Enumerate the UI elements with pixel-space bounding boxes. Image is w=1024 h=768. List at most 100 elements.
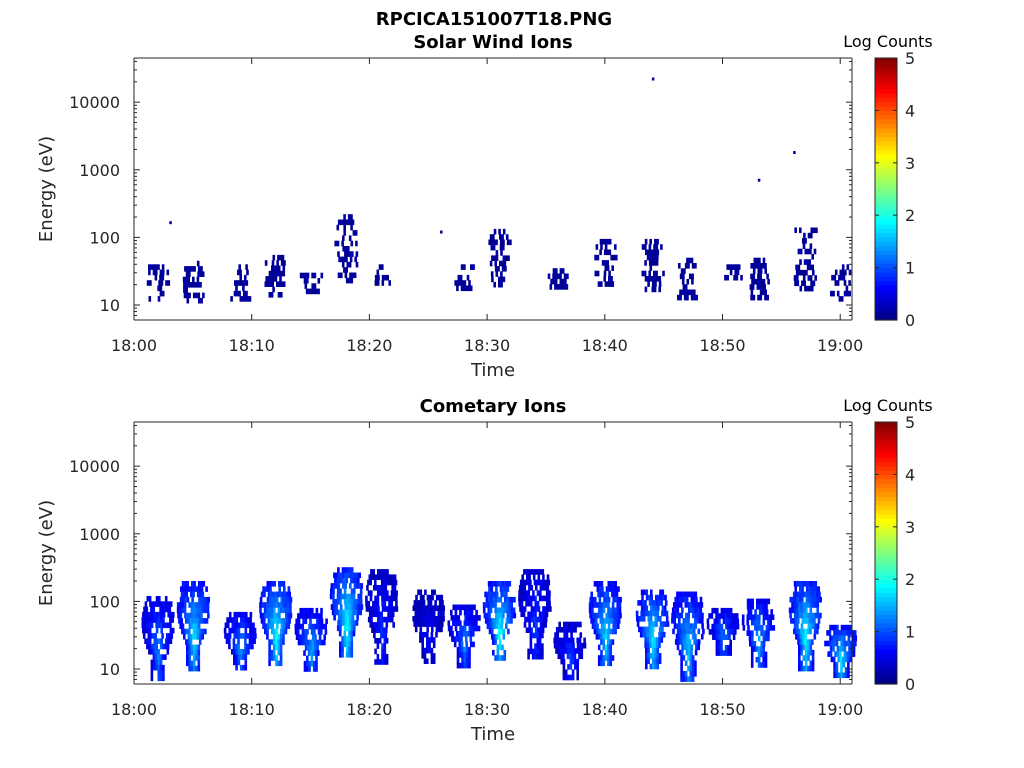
heatmap-cell xyxy=(336,609,339,616)
heatmap-cell xyxy=(357,609,360,616)
heatmap-cell xyxy=(224,622,228,629)
heatmap-cell xyxy=(604,618,607,624)
heatmap-cell xyxy=(419,616,422,622)
heatmap-cell xyxy=(689,591,693,598)
heatmap-cell xyxy=(440,616,443,622)
heatmap-cell xyxy=(607,628,610,635)
heatmap-cell xyxy=(477,625,481,632)
heatmap-cell xyxy=(735,264,739,270)
heatmap-cell xyxy=(596,581,599,587)
heatmap-cell xyxy=(794,596,797,603)
heatmap-cell xyxy=(541,643,544,649)
heatmap-cell xyxy=(383,643,387,649)
heatmap-cell xyxy=(673,612,677,619)
heatmap-cell xyxy=(162,664,165,671)
heatmap-cell xyxy=(413,621,416,627)
heatmap-cell xyxy=(304,645,308,651)
heatmap-cell xyxy=(750,294,753,301)
heatmap-cell xyxy=(273,596,277,603)
heatmap-cell xyxy=(148,638,152,644)
heatmap-cell xyxy=(717,613,721,619)
heatmap-cell xyxy=(813,634,817,640)
heatmap-cell xyxy=(239,274,242,281)
heatmap-cell xyxy=(166,269,170,276)
heatmap-cell xyxy=(504,266,507,272)
heatmap-cell xyxy=(289,612,293,619)
heatmap-cell xyxy=(752,268,756,274)
heatmap-cell xyxy=(804,665,808,672)
heatmap-cell xyxy=(651,642,654,649)
heatmap-cell xyxy=(206,602,210,608)
heatmap-cell xyxy=(420,600,424,606)
heatmap-cell xyxy=(729,629,732,635)
heatmap-cell xyxy=(679,596,682,603)
heatmap-cell xyxy=(796,581,799,587)
colorbar-segment xyxy=(875,430,897,436)
heatmap-cell xyxy=(604,281,608,287)
heatmap-cell xyxy=(651,631,654,638)
heatmap-cell xyxy=(814,581,818,587)
heatmap-cell xyxy=(157,654,160,660)
heatmap-cell xyxy=(430,658,434,664)
heatmap-cell xyxy=(192,628,196,635)
heatmap-cell xyxy=(501,266,505,272)
heatmap-cell xyxy=(196,634,200,640)
heatmap-cell xyxy=(506,586,510,592)
heatmap-cell xyxy=(277,644,281,651)
heatmap-cell xyxy=(269,596,272,603)
heatmap-cell xyxy=(421,605,425,611)
heatmap-cell xyxy=(323,634,326,640)
heatmap-cell xyxy=(717,650,721,656)
heatmap-cell xyxy=(164,622,168,629)
colorbar-segment xyxy=(875,84,897,90)
heatmap-cell xyxy=(690,289,694,296)
heatmap-cell xyxy=(184,266,187,272)
heatmap-cell xyxy=(264,586,268,592)
heatmap-cell xyxy=(299,613,302,619)
heatmap-cell xyxy=(535,616,539,623)
heatmap-cell xyxy=(641,600,645,606)
heatmap-cell xyxy=(565,621,568,628)
heatmap-cell xyxy=(558,642,561,649)
heatmap-cell xyxy=(348,593,351,600)
heatmap-cell xyxy=(320,272,324,279)
heatmap-cell xyxy=(533,616,536,623)
heatmap-cell xyxy=(344,614,348,621)
colorbar-segment xyxy=(875,614,897,620)
heatmap-cell xyxy=(700,602,704,608)
heatmap-cell xyxy=(529,579,532,586)
heatmap-cell xyxy=(267,276,271,282)
heatmap-cell xyxy=(688,639,692,645)
heatmap-cell xyxy=(645,653,648,659)
heatmap-cell xyxy=(245,280,249,286)
heatmap-cell xyxy=(809,602,813,608)
heatmap-cell xyxy=(754,609,757,615)
heatmap-cell xyxy=(353,604,357,610)
heatmap-cell xyxy=(766,294,769,301)
heatmap-cell xyxy=(694,618,697,624)
heatmap-cell xyxy=(433,616,436,622)
heatmap-cell xyxy=(799,259,802,265)
heatmap-cell xyxy=(166,622,170,629)
heatmap-cell xyxy=(385,622,389,628)
heatmap-cell xyxy=(190,660,194,667)
heatmap-cell xyxy=(317,623,321,630)
heatmap-cell xyxy=(429,594,432,601)
heatmap-cell xyxy=(159,675,163,682)
heatmap-cell xyxy=(678,591,681,598)
heatmap-cell xyxy=(809,623,813,629)
heatmap-cell xyxy=(694,623,697,629)
heatmap-cell xyxy=(367,616,371,623)
heatmap-cell xyxy=(197,602,201,608)
heatmap-cell xyxy=(274,618,278,624)
heatmap-cell xyxy=(608,276,611,282)
heatmap-cell xyxy=(346,604,350,610)
heatmap-cell xyxy=(751,598,754,605)
heatmap-cell xyxy=(809,275,813,281)
heatmap-cluster xyxy=(553,621,587,681)
heatmap-cell xyxy=(251,633,255,639)
heatmap-cell xyxy=(828,630,832,636)
heatmap-cell xyxy=(434,621,437,627)
heatmap-cell xyxy=(536,638,540,644)
heatmap-cell xyxy=(559,653,563,660)
